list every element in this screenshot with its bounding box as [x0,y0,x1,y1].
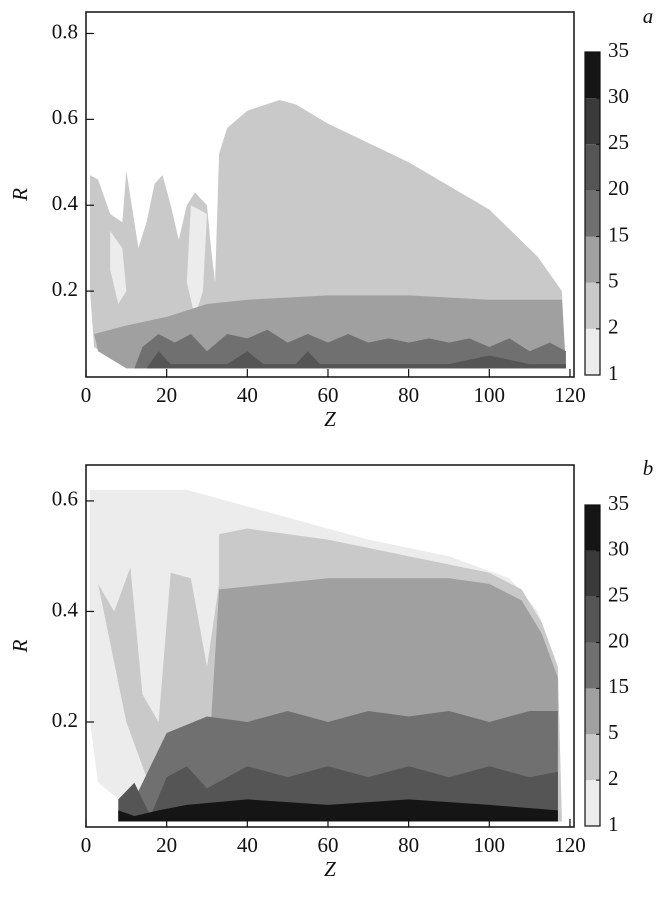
x-tick-label: 0 [81,833,92,857]
colorbar-label: 35 [608,491,629,515]
colorbar-frame [584,504,601,827]
y-tick-label: 0.2 [52,708,78,732]
plot-area [90,100,566,369]
x-tick-label: 120 [554,833,586,857]
colorbar-label: 2 [608,766,619,790]
colorbar-label: 1 [608,812,619,836]
x-tick-label: 60 [317,383,338,407]
colorbar-band [585,282,600,329]
colorbar-label: 25 [608,583,629,607]
colorbar-band [585,52,600,99]
colorbar-band [585,98,600,145]
x-tick-label: 100 [474,833,506,857]
colorbar-label: 2 [608,315,619,339]
colorbar-label: 15 [608,674,629,698]
x-tick-label: 20 [156,383,177,407]
colorbar-band [585,596,600,643]
colorbar-band [585,505,600,551]
x-axis-label: Z [324,407,336,431]
x-tick-label: 40 [237,383,258,407]
field-region [118,799,558,822]
field-region [186,205,207,317]
y-tick-label: 0.6 [52,105,78,129]
plot-frame [85,464,575,828]
x-tick-label: 40 [237,833,258,857]
x-tick-label: 120 [554,383,586,407]
colorbar-label: 1 [608,361,619,385]
colorbar-label: 25 [608,130,629,154]
colorbar-band [585,550,600,597]
x-axis-label: Z [324,857,336,881]
colorbar-label: 20 [608,628,629,652]
colorbar-band [585,780,600,826]
colorbar-band [585,190,600,237]
colorbar-label: 35 [608,38,629,62]
colorbar-label: 20 [608,176,629,200]
colorbar-band [585,236,600,283]
panel-label: b [643,456,654,480]
panel-label: a [643,4,654,28]
y-tick-label: 0.4 [52,597,79,621]
plot-frame [85,11,575,378]
colorbar-label: 15 [608,222,629,246]
colorbar-label: 30 [608,84,629,108]
colorbar-label: 5 [608,720,619,744]
colorbar-label: 5 [608,269,619,293]
x-tick-label: 80 [398,833,419,857]
colorbar-band [585,688,600,735]
colorbar-band [585,734,600,781]
colorbar-band [585,328,600,375]
x-tick-label: 100 [474,383,506,407]
x-tick-label: 0 [81,383,92,407]
x-tick-label: 20 [156,833,177,857]
colorbar-band [585,642,600,689]
y-axis-label: R [8,188,32,202]
x-tick-label: 80 [398,383,419,407]
y-tick-label: 0.4 [52,191,79,215]
y-axis-label: R [8,639,32,653]
plot-area [90,489,562,822]
colorbar-band [585,144,600,191]
y-tick-label: 0.2 [52,277,78,301]
colorbar-frame [584,51,601,376]
field-region [146,351,566,369]
colorbar-label: 30 [608,537,629,561]
y-tick-label: 0.6 [52,487,78,511]
y-tick-label: 0.8 [52,19,78,43]
x-tick-label: 60 [317,833,338,857]
field-region [110,231,127,304]
